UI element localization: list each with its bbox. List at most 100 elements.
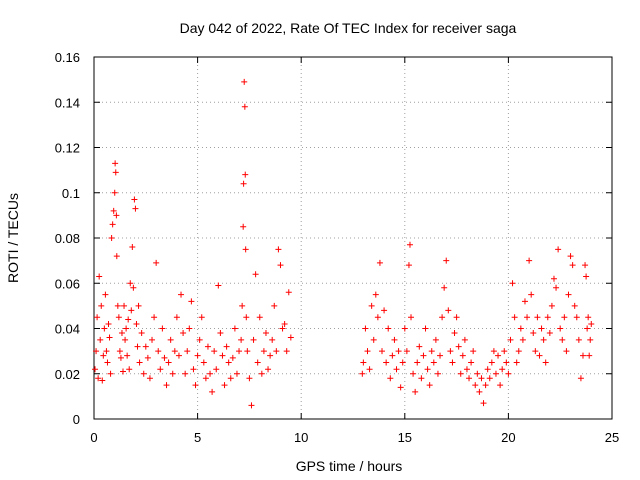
data-point <box>248 402 255 409</box>
data-point <box>194 352 201 359</box>
data-point <box>403 348 410 355</box>
data-point <box>389 352 396 359</box>
data-point <box>279 325 286 332</box>
data-point <box>505 370 512 377</box>
data-point <box>588 320 595 327</box>
data-point <box>285 289 292 296</box>
data-point <box>379 348 386 355</box>
data-point <box>118 330 125 337</box>
data-point <box>579 352 586 359</box>
data-point <box>128 307 135 314</box>
data-point <box>225 359 232 366</box>
data-point <box>94 314 101 321</box>
data-point <box>360 359 367 366</box>
data-point <box>437 352 444 359</box>
data-point <box>112 169 119 176</box>
data-point <box>553 284 560 291</box>
data-point <box>449 359 456 366</box>
data-point <box>198 314 205 321</box>
data-point <box>96 273 103 280</box>
data-point <box>144 354 151 361</box>
x-tick-label: 0 <box>90 430 97 445</box>
data-point <box>178 291 185 298</box>
data-point <box>233 370 240 377</box>
data-point <box>517 325 524 332</box>
axis-ticks <box>93 56 613 420</box>
data-point <box>149 336 156 343</box>
data-point <box>106 334 113 341</box>
data-point <box>393 366 400 373</box>
data-point <box>416 343 423 350</box>
y-tick-label: 0.16 <box>55 50 80 65</box>
data-point <box>281 320 288 327</box>
data-point <box>243 314 250 321</box>
data-point <box>200 359 207 366</box>
data-point <box>123 325 130 332</box>
data-point <box>383 359 390 366</box>
data-point <box>265 366 272 373</box>
data-point <box>420 352 427 359</box>
data-point <box>575 336 582 343</box>
data-point <box>209 388 216 395</box>
data-point <box>499 366 506 373</box>
data-point <box>103 348 110 355</box>
data-point <box>530 330 537 337</box>
data-point <box>260 348 267 355</box>
data-point <box>521 298 528 305</box>
grid-lines <box>94 57 612 419</box>
data-point <box>104 359 111 366</box>
data-point <box>418 375 425 382</box>
data-point <box>573 314 580 321</box>
data-point <box>447 348 454 355</box>
data-point <box>240 223 247 230</box>
chart-title: Day 042 of 2022, Rate Of TEC Index for r… <box>180 20 517 36</box>
data-point <box>488 359 495 366</box>
data-point <box>124 352 131 359</box>
data-point <box>202 375 209 382</box>
data-point <box>509 280 516 287</box>
data-point <box>117 354 124 361</box>
data-point <box>271 302 278 309</box>
data-point <box>432 336 439 343</box>
data-point <box>397 384 404 391</box>
data-point <box>482 382 489 389</box>
data-point <box>445 307 452 314</box>
y-tick-label: 0.1 <box>62 186 80 201</box>
data-point <box>95 375 102 382</box>
data-point <box>412 388 419 395</box>
data-point <box>107 370 114 377</box>
data-point <box>542 359 549 366</box>
data-point <box>399 359 406 366</box>
data-point <box>241 78 248 85</box>
data-point <box>563 348 570 355</box>
data-point <box>273 348 280 355</box>
data-point <box>219 352 226 359</box>
data-point <box>453 314 460 321</box>
data-point <box>116 348 123 355</box>
data-point <box>108 235 115 241</box>
x-tick-label: 25 <box>605 430 619 445</box>
data-point <box>497 382 504 389</box>
data-point <box>112 160 119 167</box>
data-point <box>173 314 180 321</box>
data-point <box>424 366 431 373</box>
data-point <box>115 314 122 321</box>
data-point <box>472 382 479 389</box>
data-point <box>569 262 576 269</box>
data-point <box>546 330 553 337</box>
x-tick-labels: 0 5 10 15 20 25 <box>90 430 619 445</box>
data-point <box>213 366 220 373</box>
data-point <box>495 352 502 359</box>
data-point <box>410 370 417 377</box>
data-point <box>492 370 499 377</box>
data-point <box>463 366 470 373</box>
data-point <box>97 336 104 343</box>
data-point <box>583 273 590 280</box>
data-point <box>204 343 211 350</box>
data-point <box>236 348 243 355</box>
data-point <box>395 348 402 355</box>
data-point <box>100 352 107 359</box>
data-point <box>161 354 168 361</box>
data-point <box>175 352 182 359</box>
